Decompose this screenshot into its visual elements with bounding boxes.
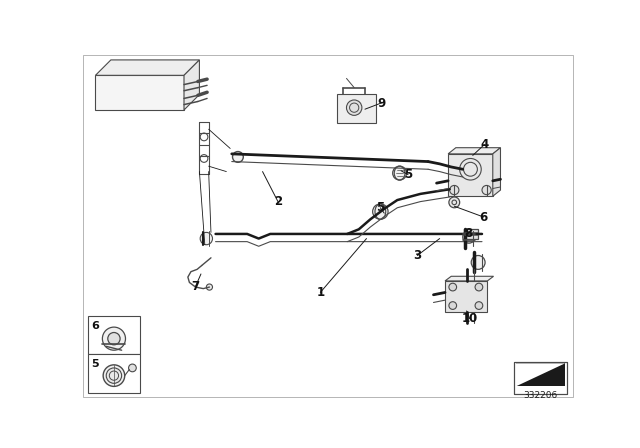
Circle shape [346, 100, 362, 115]
Circle shape [449, 197, 460, 208]
Polygon shape [184, 60, 200, 110]
Polygon shape [95, 60, 200, 75]
Bar [464, 229, 478, 238]
Text: 5: 5 [92, 359, 99, 370]
Polygon shape [493, 148, 500, 196]
Bar [515, 362, 566, 394]
Text: 6: 6 [92, 321, 99, 331]
Text: 4: 4 [480, 138, 488, 151]
Text: 8: 8 [464, 228, 472, 241]
Circle shape [108, 332, 120, 345]
Polygon shape [337, 94, 376, 123]
Circle shape [482, 185, 492, 195]
Polygon shape [516, 363, 565, 386]
Circle shape [475, 283, 483, 291]
Bar [515, 362, 566, 394]
Circle shape [232, 151, 243, 162]
Text: 3: 3 [413, 249, 421, 262]
Text: 6: 6 [479, 211, 488, 224]
Circle shape [106, 368, 122, 383]
Circle shape [450, 185, 459, 195]
Polygon shape [448, 148, 500, 154]
Circle shape [103, 365, 125, 386]
Polygon shape [445, 281, 488, 312]
Bar [88, 354, 140, 392]
Polygon shape [516, 363, 565, 386]
Text: 10: 10 [461, 312, 478, 325]
Bar [88, 315, 140, 354]
Text: 5: 5 [376, 201, 385, 214]
Polygon shape [448, 154, 493, 196]
Circle shape [449, 283, 456, 291]
Circle shape [129, 364, 136, 372]
Text: 332206: 332206 [524, 391, 557, 400]
Circle shape [206, 284, 212, 290]
Circle shape [102, 327, 125, 350]
Polygon shape [95, 75, 184, 110]
Text: 5: 5 [404, 168, 412, 181]
Circle shape [475, 302, 483, 310]
Text: 2: 2 [274, 195, 282, 208]
Circle shape [200, 233, 212, 245]
Polygon shape [445, 276, 493, 281]
Ellipse shape [394, 166, 405, 180]
Circle shape [449, 302, 456, 310]
Circle shape [463, 231, 475, 243]
Text: 7: 7 [191, 280, 200, 293]
Text: 9: 9 [377, 96, 385, 110]
Circle shape [460, 159, 481, 180]
Circle shape [471, 255, 485, 269]
Ellipse shape [375, 204, 386, 220]
Text: 1: 1 [316, 286, 324, 299]
